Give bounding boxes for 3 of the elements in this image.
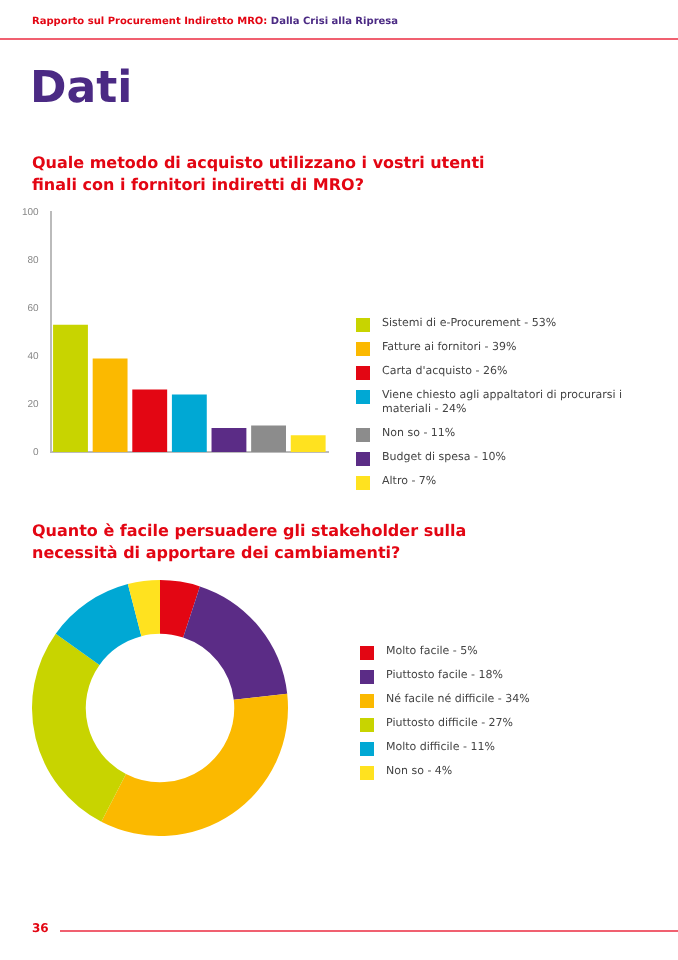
- text: Dati: [30, 64, 133, 114]
- chart-title: Quanto è facile persuadere gli stakeholder sulla necessità di apportare dei cambiamenti?: [32, 520, 469, 564]
- chart-title: Quale metodo di acquisto utilizzano i vostri utenti finali con i fornitori indiretti di MRO?: [32, 152, 487, 196]
